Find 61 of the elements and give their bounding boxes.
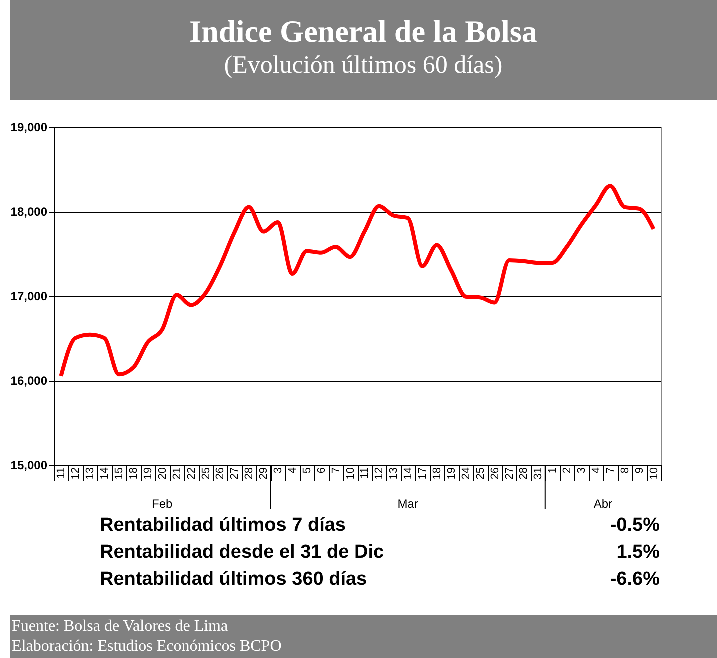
x-tick-label: 7 [330, 468, 342, 474]
x-tick-label: 6 [316, 468, 328, 474]
y-tick-label: 18,000 [10, 205, 48, 219]
x-tick-label: 28 [244, 468, 256, 480]
chart-title: Indice General de la Bolsa [188, 14, 538, 50]
y-tick-label: 19,000 [10, 120, 48, 134]
y-tick-label: 15,000 [10, 458, 48, 472]
x-tick-label: 1 [547, 468, 560, 474]
text: Rentabilidad desde el 31 de Dic [100, 542, 384, 565]
x-tick-label: 19 [142, 468, 154, 480]
text: -0.5% [610, 515, 660, 538]
x-tick-label: 22 [186, 468, 198, 480]
y-tick-label: 17,000 [10, 290, 48, 304]
x-tick-label: 25 [474, 468, 487, 480]
chart-subtitle: (Evolución últimos 60 días) [223, 52, 504, 80]
text: Mar [398, 497, 418, 511]
x-tick-label: 29 [258, 468, 270, 480]
x-tick-label: 19 [446, 468, 458, 480]
x-tick-label: 18 [128, 468, 140, 480]
text: Abr [594, 497, 613, 511]
x-tick-label: 3 [272, 468, 285, 474]
x-tick-label: 18 [431, 468, 444, 480]
x-tick-label: 14 [99, 468, 112, 480]
text: Rentabilidad últimos 7 días [100, 515, 346, 538]
x-tick-label: 13 [388, 468, 400, 480]
x-tick-label: 12 [374, 468, 386, 480]
x-tick-label: 21 [171, 468, 184, 480]
text: -6.6% [610, 569, 660, 592]
y-tick-label: 16,000 [10, 374, 48, 388]
x-tick-label: 2 [562, 468, 574, 474]
x-tick-label: 11 [56, 468, 68, 479]
x-tick-label: 9 [634, 468, 646, 474]
x-tick-label: 17 [417, 468, 430, 480]
text: 1.5% [616, 542, 660, 565]
x-tick-label: 20 [156, 468, 169, 480]
x-tick-label: 7 [604, 468, 617, 474]
x-tick-label: 27 [504, 468, 516, 480]
x-tick-label: 28 [518, 468, 530, 480]
x-tick-label: 27 [229, 468, 242, 480]
x-tick-label: 24 [460, 468, 472, 480]
line-series [59, 184, 656, 378]
x-tick-label: 31 [532, 468, 545, 480]
x-tick-label: 14 [402, 468, 415, 480]
x-tick-label: 26 [489, 468, 502, 480]
x-tick-label: 15 [114, 468, 126, 480]
x-tick-label: 11 [359, 468, 372, 479]
x-tick-label: 5 [301, 468, 314, 474]
x-tick-label: 25 [200, 468, 212, 480]
source-note: Fuente: Bolsa de Valores de Lima [12, 617, 230, 637]
x-tick-label: 8 [619, 468, 632, 474]
x-tick-label: 3 [576, 468, 588, 474]
x-tick-label: 12 [70, 468, 82, 480]
x-tick-label: 4 [590, 468, 602, 474]
x-tick-label: 13 [84, 468, 97, 480]
x-tick-label: 10 [648, 468, 660, 480]
text: Elaboración: Estudios Económicos BCPO [12, 637, 283, 657]
x-tick-label: 4 [286, 468, 299, 474]
text: Rentabilidad últimos 360 días [100, 569, 368, 592]
x-tick-label: 26 [214, 468, 227, 480]
x-tick-label: 10 [344, 468, 357, 480]
text: Feb [152, 497, 174, 511]
